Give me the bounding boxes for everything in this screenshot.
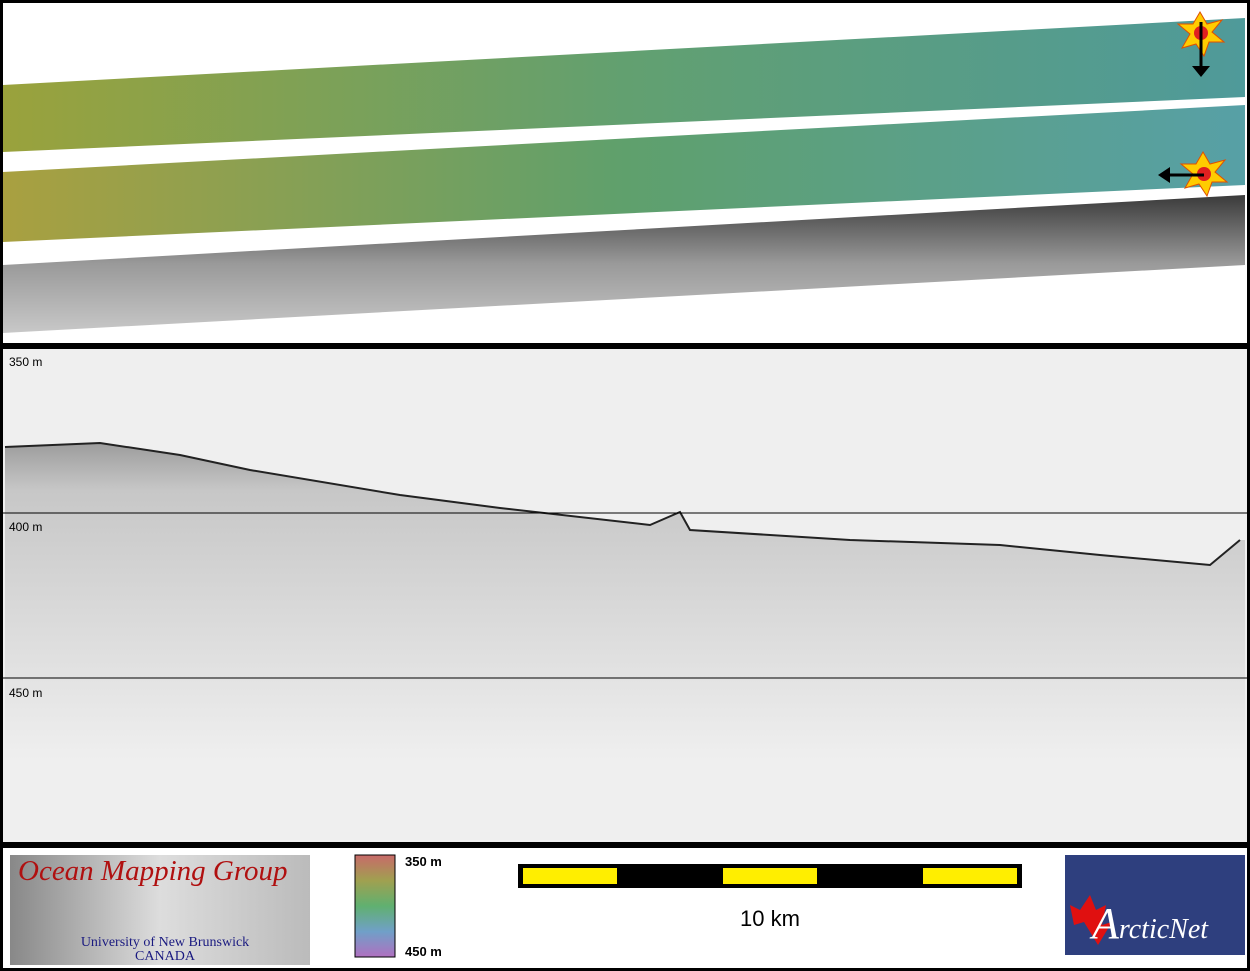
color-scale-top: 350 m: [405, 854, 442, 869]
backscatter-strip: [3, 195, 1245, 333]
scale-bar: [518, 864, 1022, 888]
seabed-echo: [5, 443, 1245, 760]
bathymetry-strip: [3, 105, 1245, 242]
partner-name: ArcticNet: [1089, 899, 1209, 948]
color-scale-bottom: 450 m: [405, 944, 442, 959]
start-marker: [1176, 11, 1226, 77]
country: CANADA: [135, 949, 196, 964]
scale-label: 10 km: [740, 906, 800, 931]
depth-label: 400 m: [9, 520, 42, 534]
maple-leaf: [1070, 895, 1112, 945]
group-logo: [10, 855, 310, 965]
end-marker: [1158, 151, 1229, 198]
color-scale: [354, 854, 396, 958]
group-title: Ocean Mapping Group: [18, 855, 288, 887]
depth-label: 350 m: [9, 355, 42, 369]
bathymetry-strip: [3, 18, 1245, 152]
university: University of New Brunswick: [81, 935, 249, 950]
seabed-line: [4, 441, 1241, 567]
depth-label: 450 m: [9, 686, 42, 700]
